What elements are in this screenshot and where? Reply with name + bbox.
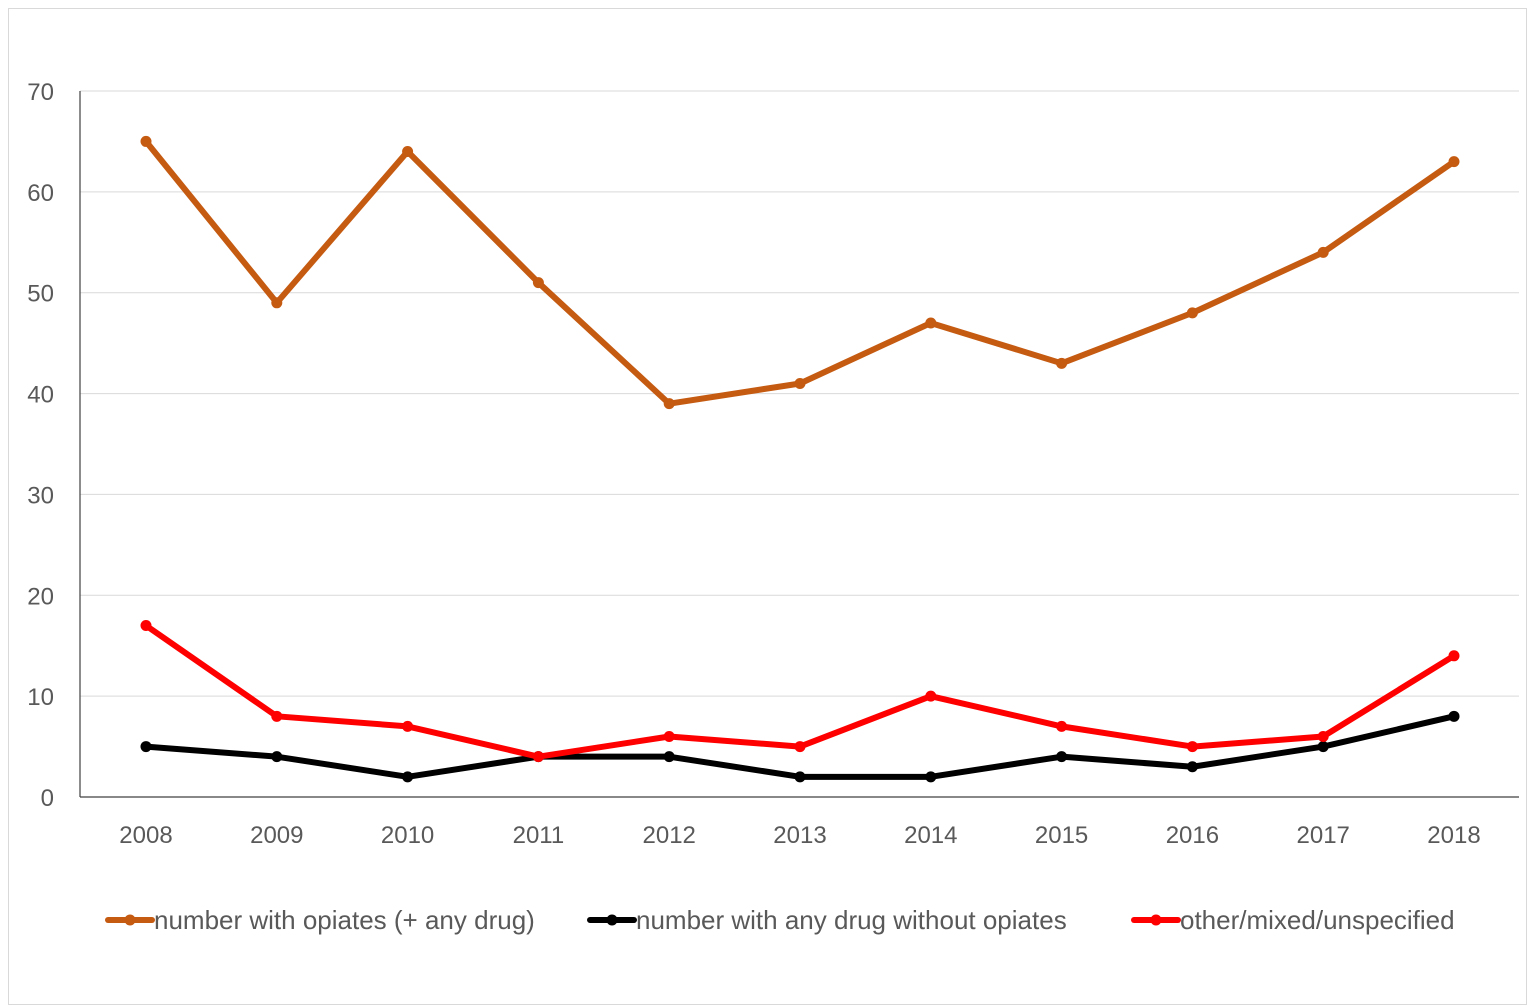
x-tick-label-2017: 2017 bbox=[1297, 822, 1350, 849]
data-point-other-mixed-unspecified-2013 bbox=[794, 741, 806, 753]
data-point-number-with-any-drug-without-opiates-2013 bbox=[794, 771, 806, 783]
legend-item-number-with-any-drug-without-opiates: number with any drug without opiates bbox=[587, 905, 1067, 935]
legend: number with opiates (+ any drug) number w… bbox=[105, 905, 1455, 935]
x-tick-label-2009: 2009 bbox=[250, 822, 303, 849]
data-point-other-mixed-unspecified-2015 bbox=[1056, 720, 1068, 732]
data-point-number-with-opiates-any-drug-2008 bbox=[140, 135, 152, 147]
x-tick-label-2011: 2011 bbox=[513, 822, 565, 849]
legend-item-number-with-opiates-any-drug: number with opiates (+ any drug) bbox=[105, 905, 535, 935]
series-other-mixed-unspecified bbox=[140, 620, 1460, 763]
data-point-number-with-any-drug-without-opiates-2016 bbox=[1186, 761, 1198, 773]
data-point-number-with-opiates-any-drug-2013 bbox=[794, 377, 806, 389]
y-tick-label-0: 0 bbox=[41, 785, 54, 812]
legend-label: other/mixed/unspecified bbox=[1180, 905, 1455, 935]
data-point-number-with-any-drug-without-opiates-2012 bbox=[663, 751, 675, 763]
data-point-number-with-any-drug-without-opiates-2017 bbox=[1317, 741, 1329, 753]
data-point-number-with-opiates-any-drug-2016 bbox=[1186, 307, 1198, 319]
legend-label: number with opiates (+ any drug) bbox=[154, 905, 535, 935]
legend-item-other-mixed-unspecified: other/mixed/unspecified bbox=[1131, 905, 1455, 935]
data-point-number-with-opiates-any-drug-2010 bbox=[402, 146, 414, 158]
x-tick-label-2014: 2014 bbox=[904, 822, 957, 849]
y-tick-label-50: 50 bbox=[27, 281, 54, 308]
data-point-number-with-opiates-any-drug-2018 bbox=[1448, 156, 1460, 168]
data-point-other-mixed-unspecified-2016 bbox=[1186, 741, 1198, 753]
x-tick-label-2018: 2018 bbox=[1427, 822, 1480, 849]
series-lines bbox=[140, 135, 1460, 783]
chart-area bbox=[8, 8, 1527, 1005]
data-point-number-with-opiates-any-drug-2015 bbox=[1056, 357, 1068, 369]
data-point-number-with-any-drug-without-opiates-2014 bbox=[925, 771, 937, 783]
data-point-number-with-any-drug-without-opiates-2018 bbox=[1448, 710, 1460, 722]
data-point-number-with-any-drug-without-opiates-2010 bbox=[402, 771, 414, 783]
data-point-other-mixed-unspecified-2010 bbox=[402, 720, 414, 732]
data-point-other-mixed-unspecified-2009 bbox=[271, 710, 283, 722]
y-axis-tick-labels: 0 10 20 30 40 50 60 70 bbox=[27, 79, 54, 812]
series-number-with-opiates-any-drug bbox=[140, 135, 1460, 410]
y-tick-label-10: 10 bbox=[27, 684, 54, 711]
y-tick-label-20: 20 bbox=[27, 583, 54, 610]
y-tick-label-70: 70 bbox=[27, 79, 54, 106]
data-point-other-mixed-unspecified-2017 bbox=[1317, 730, 1329, 742]
data-point-number-with-any-drug-without-opiates-2008 bbox=[140, 741, 152, 753]
x-tick-label-2015: 2015 bbox=[1035, 822, 1088, 849]
y-tick-label-30: 30 bbox=[27, 482, 54, 509]
x-tick-label-2016: 2016 bbox=[1166, 822, 1219, 849]
data-point-number-with-opiates-any-drug-2011 bbox=[532, 277, 544, 289]
data-point-number-with-opiates-any-drug-2014 bbox=[925, 317, 937, 329]
data-point-other-mixed-unspecified-2018 bbox=[1448, 650, 1460, 662]
x-axis-tick-labels: 2008 2009 2010 2011 2012 2013 2014 2015 2016 2017… bbox=[119, 822, 1480, 849]
x-tick-label-2010: 2010 bbox=[381, 822, 434, 849]
legend-swatch-marker bbox=[1150, 914, 1162, 926]
x-tick-label-2012: 2012 bbox=[643, 822, 696, 849]
series-number-with-any-drug-without-opiates bbox=[140, 710, 1460, 783]
data-point-number-with-opiates-any-drug-2017 bbox=[1317, 246, 1329, 258]
series-line-other-mixed-unspecified bbox=[143, 622, 1457, 760]
data-point-number-with-any-drug-without-opiates-2015 bbox=[1056, 751, 1068, 763]
data-point-other-mixed-unspecified-2011 bbox=[532, 751, 544, 763]
y-tick-label-40: 40 bbox=[27, 382, 54, 409]
data-point-number-with-any-drug-without-opiates-2009 bbox=[271, 751, 283, 763]
data-point-number-with-opiates-any-drug-2012 bbox=[663, 398, 675, 410]
data-point-other-mixed-unspecified-2012 bbox=[663, 730, 675, 742]
x-tick-label-2013: 2013 bbox=[773, 822, 826, 849]
y-tick-label-60: 60 bbox=[27, 180, 54, 207]
data-point-number-with-opiates-any-drug-2009 bbox=[271, 297, 283, 309]
data-point-other-mixed-unspecified-2008 bbox=[140, 620, 152, 632]
x-tick-label-2008: 2008 bbox=[119, 822, 172, 849]
axes bbox=[79, 91, 1519, 798]
legend-swatch-marker bbox=[606, 914, 618, 926]
data-point-other-mixed-unspecified-2014 bbox=[925, 690, 937, 702]
legend-swatch-marker bbox=[124, 914, 136, 926]
series-line-number-with-opiates-any-drug bbox=[143, 138, 1457, 407]
legend-label: number with any drug without opiates bbox=[636, 905, 1067, 935]
gridlines bbox=[80, 90, 1519, 697]
